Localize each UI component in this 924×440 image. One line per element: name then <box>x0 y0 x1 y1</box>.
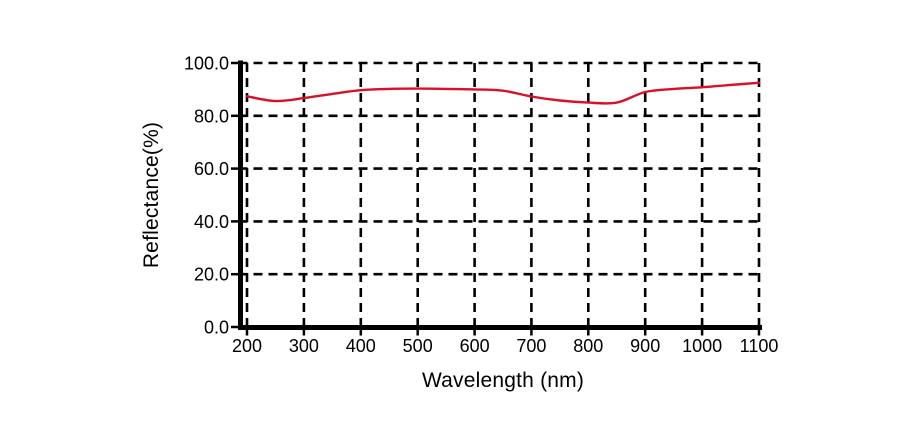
x-tick-label: 700 <box>516 336 546 356</box>
y-tick-label: 20.0 <box>194 265 229 285</box>
y-tick-label: 0.0 <box>204 318 229 338</box>
x-tick-label: 400 <box>346 336 376 356</box>
y-tick-label: 60.0 <box>194 159 229 179</box>
y-tick-label: 100.0 <box>184 54 229 74</box>
x-tick-label: 500 <box>403 336 433 356</box>
x-tick-label: 900 <box>630 336 660 356</box>
x-tick-label: 600 <box>460 336 490 356</box>
x-tick-label: 200 <box>232 336 262 356</box>
x-tick-label: 1100 <box>740 336 779 356</box>
y-axis-title: Reflectance(%) <box>140 121 163 269</box>
y-tick-label: 80.0 <box>194 106 229 126</box>
x-tick-label: 300 <box>289 336 319 356</box>
series-line-reflectance <box>245 81 761 105</box>
x-tick-label: 1000 <box>682 336 722 356</box>
y-tick-label: 40.0 <box>194 212 229 232</box>
x-axis-title: Wavelength (nm) <box>421 369 585 392</box>
x-tick-label: 800 <box>573 336 603 356</box>
